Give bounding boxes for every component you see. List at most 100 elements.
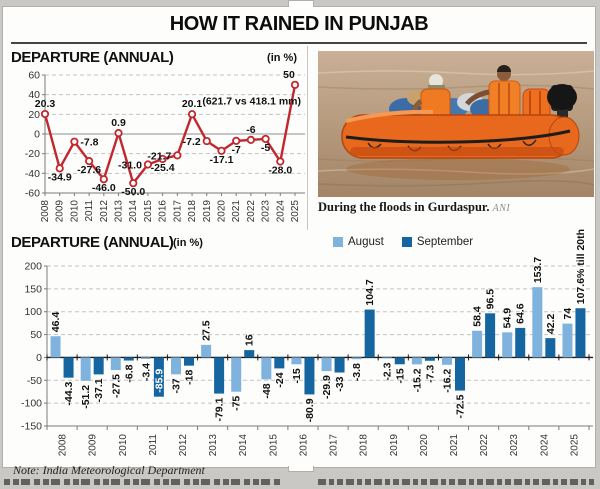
x-tick-label: 2015 [143, 200, 154, 223]
title-rule [11, 42, 587, 44]
bar-label: 74 [562, 308, 574, 320]
bar-september-2012 [184, 357, 194, 366]
point-label: -28.0 [268, 165, 292, 177]
data-point [232, 136, 241, 145]
source-note: Note: India Meteorological Department [13, 463, 205, 477]
x-tick-label: 2013 [208, 434, 219, 457]
x-tick-label: 2008 [40, 200, 51, 223]
bar-chart-title: DEPARTURE (ANNUAL) [11, 234, 174, 251]
bar-august-2020 [411, 357, 422, 365]
y-tick-label: -40 [25, 168, 40, 180]
x-tick-label: 2017 [329, 434, 340, 457]
point-label: -17.1 [210, 154, 234, 166]
y-tick-label: 50 [30, 329, 42, 341]
september-swatch-icon [401, 237, 412, 247]
y-tick-label: 40 [28, 89, 40, 101]
data-point [99, 175, 108, 184]
bar-label: 153.7 [532, 257, 544, 283]
bar-september-2025 [575, 308, 586, 358]
line-chart-unit: (in %) [267, 52, 297, 64]
bar-september-2014 [244, 350, 255, 358]
x-tick-label: 2024 [539, 434, 550, 457]
x-tick-label: 2024 [275, 200, 286, 223]
bar-label: -15 [394, 368, 406, 383]
bar-september-2018 [364, 309, 375, 358]
point-label: -34.9 [48, 171, 72, 183]
bar-august-2015 [261, 357, 272, 380]
bar-label: 27.5 [201, 320, 213, 341]
line-chart-pane: DEPARTURE (ANNUAL) (in %) 60 40 20 0 -20 -40-… [3, 46, 307, 230]
y-tick-label: 0 [36, 352, 42, 364]
x-tick-label: 2025 [569, 434, 580, 457]
x-tick-label: 2012 [99, 200, 110, 223]
x-tick-label: 2023 [261, 200, 272, 223]
data-point [55, 164, 64, 173]
x-tick-label: 2013 [114, 200, 125, 223]
bar-august-2017 [321, 357, 332, 372]
bar-label: -3.8 [351, 363, 363, 381]
bar-label: -37 [171, 378, 183, 393]
point-label: -7.2 [183, 136, 201, 148]
rescuer-right [465, 65, 521, 119]
bar-september-2016 [304, 357, 315, 395]
bar-label: -79.1 [214, 397, 226, 421]
x-tick-label: 2022 [479, 434, 490, 457]
bar-label: -44.3 [63, 382, 75, 406]
point-label: 20.3 [35, 98, 56, 110]
bar-august-2024 [532, 287, 543, 358]
bar-august-2008 [50, 336, 61, 358]
bar-september-2021 [455, 357, 465, 391]
x-tick-label: 2014 [128, 200, 139, 223]
bar-label: 46.4 [50, 312, 62, 333]
bar-september-2017 [334, 357, 345, 373]
point-label: -25.4 [151, 162, 175, 174]
data-point [70, 137, 79, 146]
bar-label: -37.1 [93, 378, 105, 402]
august-swatch-icon [333, 237, 343, 247]
data-point [85, 157, 94, 166]
point-label: 50 [283, 69, 295, 81]
data-point [246, 135, 255, 145]
point-label: -6 [246, 124, 255, 136]
point-label: 20.1 [182, 98, 203, 110]
bar-august-2019 [381, 357, 392, 359]
legend: August September [333, 236, 473, 248]
bar-label: -33 [334, 376, 346, 391]
clip-tab-bottom [288, 466, 314, 472]
x-tick-label: 2022 [246, 200, 257, 223]
data-point [187, 110, 197, 119]
bar-label: -15.2 [411, 368, 423, 392]
x-tick-label: 2018 [187, 200, 198, 223]
bar-august-2022 [472, 330, 483, 358]
point-label: -5 [261, 142, 270, 154]
bar-september-2009 [93, 357, 104, 375]
data-point [129, 179, 138, 188]
x-tick-label: 2012 [178, 434, 189, 457]
cutoff-body-text-right [318, 479, 594, 485]
line-annotation: (621.7 vs 418.1 mm) [202, 96, 301, 108]
top-section: DEPARTURE (ANNUAL) (in %) 60 40 20 0 -20 -40-… [3, 46, 595, 230]
bar-label: -24 [274, 372, 286, 387]
data-point [290, 80, 300, 89]
x-tick-label: 2023 [509, 434, 520, 457]
bar-chart-section: DEPARTURE (ANNUAL) (in %) August Septemb… [3, 229, 595, 478]
bar-label: -6.8 [123, 364, 135, 382]
boat-reflection [346, 158, 570, 180]
y-tick-label: 20 [28, 109, 40, 121]
infographic-box: HOW IT RAINED IN PUNJAB DEPARTURE (ANNUA… [2, 6, 596, 477]
bar-august-2021 [442, 357, 452, 365]
data-point [114, 129, 123, 138]
y-tick-label: 150 [24, 283, 42, 295]
bar-chart-unit: (in %) [173, 237, 203, 249]
photo-caption-credit: ANI [492, 203, 511, 214]
bar-august-2013 [201, 344, 212, 358]
legend-item-september: September [401, 236, 473, 248]
bar-august-2018 [351, 357, 362, 360]
point-label: -50.0 [121, 186, 145, 198]
y-tick-label: 60 [28, 70, 40, 82]
data-point [202, 136, 211, 146]
bar-label: -80.9 [304, 398, 316, 422]
x-tick-label: 2014 [238, 434, 249, 457]
bar-september-2024 [545, 338, 556, 358]
bar-september-2020 [424, 357, 435, 361]
